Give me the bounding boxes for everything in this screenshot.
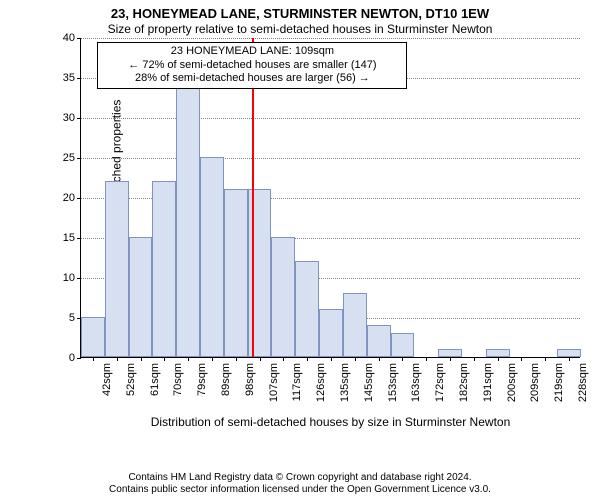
xtick-label: 107sqm: [266, 357, 280, 402]
xtick-mark: [569, 357, 570, 361]
xtick-label: 98sqm: [242, 357, 256, 396]
bar: [248, 189, 272, 357]
bar: [391, 333, 415, 357]
bar: [319, 309, 343, 357]
x-axis-label: Distribution of semi-detached houses by …: [151, 415, 511, 429]
footer: Contains HM Land Registry data © Crown c…: [0, 472, 600, 496]
xtick-label: 70sqm: [170, 357, 184, 396]
xtick-mark: [283, 357, 284, 361]
xtick-label: 219sqm: [551, 357, 565, 402]
bar: [295, 261, 319, 357]
ytick-label: 25: [63, 152, 81, 164]
bar: [176, 77, 200, 357]
bar: [557, 349, 581, 357]
page-subtitle: Size of property relative to semi-detach…: [0, 22, 600, 38]
bar: [271, 237, 295, 357]
xtick-label: 89sqm: [218, 357, 232, 396]
xtick-label: 182sqm: [456, 357, 470, 402]
info-box-line: 23 HONEYMEAD LANE: 109sqm: [104, 45, 400, 59]
bar: [105, 181, 129, 357]
xtick-label: 42sqm: [99, 357, 113, 396]
xtick-label: 228sqm: [575, 357, 589, 402]
xtick-label: 163sqm: [408, 357, 422, 402]
xtick-mark: [498, 357, 499, 361]
xtick-label: 61sqm: [147, 357, 161, 396]
bar: [367, 325, 391, 357]
xtick-mark: [164, 357, 165, 361]
xtick-label: 117sqm: [289, 357, 303, 401]
bar: [129, 237, 153, 357]
xtick-mark: [141, 357, 142, 361]
xtick-mark: [331, 357, 332, 361]
xtick-mark: [260, 357, 261, 361]
bar: [224, 189, 248, 357]
ytick-label: 30: [63, 112, 81, 124]
xtick-mark: [474, 357, 475, 361]
ytick-label: 10: [63, 272, 81, 284]
xtick-label: 172sqm: [432, 357, 446, 402]
xtick-mark: [545, 357, 546, 361]
xtick-mark: [117, 357, 118, 361]
bar: [200, 157, 224, 357]
ytick-label: 0: [69, 352, 81, 364]
xtick-label: 52sqm: [123, 357, 137, 396]
info-box-line: 28% of semi-detached houses are larger (…: [104, 72, 400, 86]
xtick-label: 200sqm: [504, 357, 518, 402]
footer-line: Contains HM Land Registry data © Crown c…: [0, 472, 600, 484]
xtick-label: 145sqm: [361, 357, 375, 402]
ytick-label: 35: [63, 72, 81, 84]
ytick-label: 20: [63, 192, 81, 204]
xtick-mark: [402, 357, 403, 361]
bar: [152, 181, 176, 357]
xtick-label: 135sqm: [337, 357, 351, 402]
page-title: 23, HONEYMEAD LANE, STURMINSTER NEWTON, …: [0, 0, 600, 22]
xtick-mark: [521, 357, 522, 361]
xtick-label: 79sqm: [194, 357, 208, 396]
xtick-mark: [355, 357, 356, 361]
info-box: 23 HONEYMEAD LANE: 109sqm ← 72% of semi-…: [97, 42, 407, 89]
bar: [343, 293, 367, 357]
xtick-label: 153sqm: [385, 357, 399, 402]
grid-line: [81, 158, 580, 159]
xtick-mark: [212, 357, 213, 361]
xtick-mark: [379, 357, 380, 361]
xtick-label: 191sqm: [480, 357, 494, 402]
xtick-mark: [450, 357, 451, 361]
bar: [438, 349, 462, 357]
ytick-label: 40: [63, 32, 81, 44]
xtick-mark: [426, 357, 427, 361]
xtick-label: 126sqm: [313, 357, 327, 402]
footer-line: Contains public sector information licen…: [0, 484, 600, 496]
grid-line: [81, 38, 580, 39]
grid-line: [81, 118, 580, 119]
ytick-label: 5: [69, 312, 81, 324]
chart-container: Number of semi-detached properties Distr…: [0, 38, 600, 498]
xtick-mark: [236, 357, 237, 361]
bar: [486, 349, 510, 357]
xtick-mark: [188, 357, 189, 361]
xtick-label: 209sqm: [527, 357, 541, 402]
plot-area: Number of semi-detached properties Distr…: [80, 38, 580, 358]
bar: [81, 317, 105, 357]
ytick-label: 15: [63, 232, 81, 244]
xtick-mark: [93, 357, 94, 361]
info-box-line: ← 72% of semi-detached houses are smalle…: [104, 59, 400, 73]
xtick-mark: [307, 357, 308, 361]
